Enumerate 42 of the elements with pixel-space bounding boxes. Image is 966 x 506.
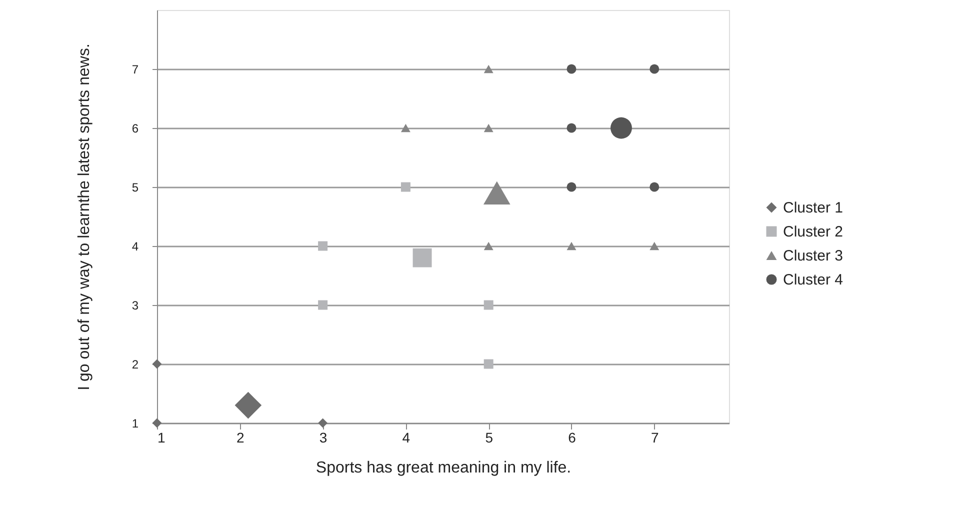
x-tick-label: 4 xyxy=(402,430,410,446)
y-tick-label: 7 xyxy=(132,62,139,76)
y-tick-label: 5 xyxy=(132,180,139,194)
point xyxy=(152,359,162,369)
x-tick-label: 6 xyxy=(568,430,576,446)
y-tick-label: 6 xyxy=(132,122,139,136)
point xyxy=(566,242,576,250)
x-axis-title: Sports has great meaning in my life. xyxy=(316,460,572,476)
y-tick-label: 2 xyxy=(132,358,139,372)
y-tick-label: 3 xyxy=(132,298,139,312)
point xyxy=(484,359,494,369)
x-tick-label: 2 xyxy=(236,430,244,446)
point xyxy=(566,123,576,133)
x-tick-label: 7 xyxy=(650,430,659,446)
legend-label: Cluster 3 xyxy=(783,247,844,264)
legend-label: Cluster 2 xyxy=(783,223,844,240)
legend-label: Cluster 4 xyxy=(783,271,844,288)
point xyxy=(484,64,494,74)
point xyxy=(318,241,328,251)
x-tick-label: 3 xyxy=(319,430,328,446)
y-axis-title: I go out of my way to learnthe latest sports news. xyxy=(76,44,93,390)
point xyxy=(234,392,262,419)
y-tick-label: 4 xyxy=(132,240,139,254)
point xyxy=(566,64,576,74)
point xyxy=(566,182,576,192)
point xyxy=(400,124,410,132)
point xyxy=(484,242,494,250)
legend-label: Cluster 1 xyxy=(783,199,844,216)
point xyxy=(412,248,432,268)
point xyxy=(650,64,660,74)
point xyxy=(650,182,660,192)
point xyxy=(650,242,660,250)
point xyxy=(483,181,510,205)
point xyxy=(484,124,494,132)
point xyxy=(610,117,632,139)
x-tick-label: 5 xyxy=(485,430,494,446)
point xyxy=(318,300,328,310)
point xyxy=(318,418,328,428)
point xyxy=(484,300,494,310)
x-tick-label: 1 xyxy=(158,430,166,446)
point xyxy=(400,182,410,192)
y-tick-label: 1 xyxy=(132,416,139,430)
